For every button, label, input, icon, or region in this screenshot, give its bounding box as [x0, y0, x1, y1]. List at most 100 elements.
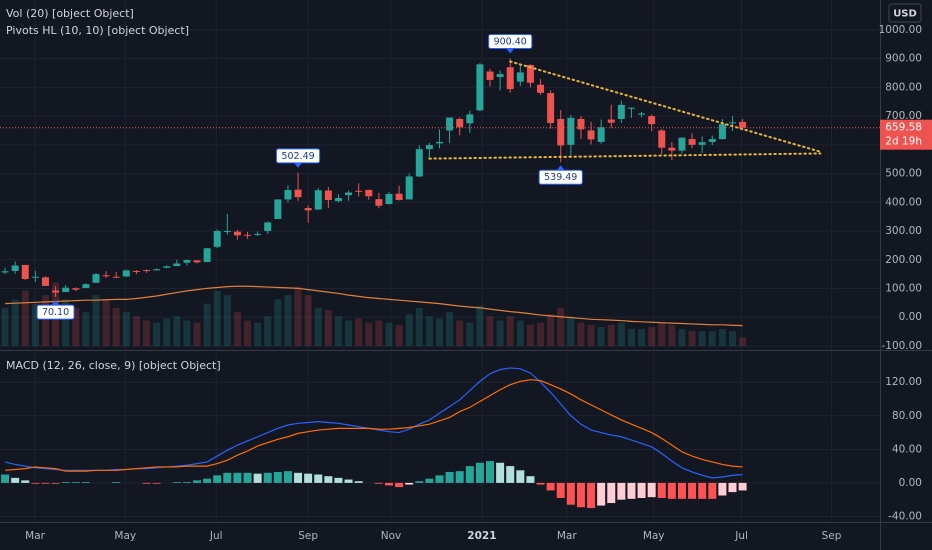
pivot-label: 502.49 — [275, 148, 321, 168]
histogram-bar — [617, 482, 626, 500]
volume-bar — [718, 329, 726, 346]
candle-body — [577, 118, 585, 130]
volume-bar — [324, 309, 332, 346]
volume-bar — [415, 307, 423, 346]
volume-bar — [486, 316, 494, 346]
y-tick-label: -40.00 — [888, 510, 922, 522]
histogram-bar — [445, 471, 454, 483]
histogram-bar — [475, 462, 484, 483]
candle-body — [233, 231, 241, 236]
currency: USD — [893, 9, 917, 20]
volume-bar — [668, 324, 676, 346]
volume-bar — [385, 322, 393, 346]
y-tick-label: 400.00 — [885, 196, 922, 208]
histogram-bar — [21, 480, 30, 483]
y-tick-label: 0.00 — [899, 311, 922, 323]
volume-bar — [1, 307, 9, 346]
histogram-bar — [708, 482, 717, 499]
legend-pivots: Pivots HL (10, 10) [object Object] — [6, 24, 189, 37]
volume-bar — [294, 286, 302, 346]
volume-bar — [21, 290, 29, 346]
legend-volume: Vol (20) [object Object] — [6, 7, 134, 20]
volume-bar — [496, 320, 504, 346]
candle-body — [395, 193, 403, 200]
pivot-text: 502.49 — [281, 151, 314, 162]
pivot-text: 70.10 — [42, 307, 69, 318]
candle-body — [92, 274, 100, 283]
candle-body — [183, 260, 191, 263]
histogram-bar — [334, 477, 343, 483]
histogram-bar — [203, 478, 212, 483]
x-tick-label: May — [114, 530, 136, 542]
candle-body — [466, 114, 474, 124]
histogram-bar — [688, 482, 697, 499]
volume-bar — [223, 295, 231, 346]
candle-body — [425, 145, 433, 150]
countdown-label: 2d 19h — [885, 136, 922, 148]
histogram-bar — [314, 474, 323, 483]
candle-body — [132, 270, 140, 272]
histogram-bar — [425, 478, 434, 483]
candle-body — [274, 199, 282, 219]
volume-bar — [526, 324, 534, 346]
signal-line — [5, 379, 743, 472]
price-pane — [0, 58, 880, 346]
histogram-bar — [31, 482, 40, 484]
volume-bar — [688, 331, 696, 346]
candle-body — [728, 122, 736, 124]
histogram-bar — [354, 481, 363, 483]
volume-bar — [112, 307, 120, 346]
price-grid — [0, 0, 880, 350]
histogram-bar — [587, 482, 596, 509]
histogram-bar — [233, 472, 242, 483]
candle-body — [526, 64, 534, 83]
histogram-bar — [112, 482, 121, 483]
histogram-bar — [71, 482, 80, 483]
volume-bar — [516, 320, 524, 346]
x-tick-label: 2021 — [467, 530, 496, 542]
candle-body — [496, 74, 504, 78]
candle-body — [405, 176, 413, 200]
histogram-bar — [546, 482, 555, 491]
volume-bar — [708, 331, 716, 346]
histogram-bar — [677, 482, 686, 499]
volume-bar — [577, 322, 585, 346]
histogram-bar — [243, 472, 252, 483]
volume-bar — [607, 324, 615, 346]
currency-box[interactable] — [888, 3, 922, 23]
histogram-bar — [182, 482, 191, 483]
candle-body — [446, 117, 454, 131]
volume-bar — [739, 337, 747, 346]
histogram-bar — [455, 471, 464, 483]
histogram-bar — [637, 482, 646, 499]
candle-body — [718, 124, 726, 140]
candle-body — [82, 284, 90, 288]
volume-bar — [31, 303, 39, 346]
histogram-bar — [384, 482, 393, 486]
candle-body — [345, 192, 353, 196]
histogram-bar — [556, 482, 565, 499]
macd-pane — [1, 367, 747, 509]
volume-bar — [597, 326, 605, 346]
y-tick-label: 1000.00 — [879, 24, 922, 36]
volume-bar — [193, 322, 201, 346]
volume-bar — [678, 329, 686, 346]
x-tick-label: Mar — [557, 530, 577, 542]
candle-body — [264, 222, 272, 232]
volume-bar — [405, 314, 413, 346]
candle-body — [627, 107, 635, 109]
candle-body — [668, 147, 676, 151]
volume-bar — [62, 299, 70, 346]
histogram-bar — [193, 480, 202, 483]
volume-bar — [435, 318, 443, 346]
volume-bar — [163, 318, 171, 346]
candle-body — [607, 119, 615, 123]
volume-bar — [345, 320, 353, 346]
volume-bar — [284, 295, 292, 346]
candle-body — [223, 231, 231, 233]
histogram-bar — [516, 470, 525, 483]
histogram-bar — [395, 482, 404, 488]
volume-bar — [142, 320, 150, 346]
